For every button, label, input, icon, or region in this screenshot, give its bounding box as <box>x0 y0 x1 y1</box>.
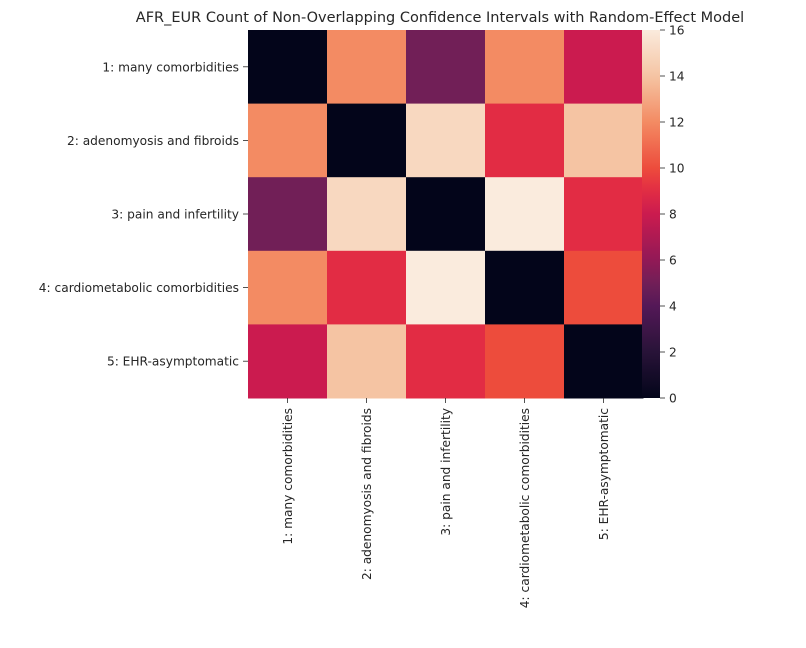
column-tick-labels: 1: many comorbidities 2: adenomyosis and … <box>281 398 611 608</box>
heatmap-cell <box>485 103 565 178</box>
row-tick-label: 3: pain and infertility <box>111 208 239 222</box>
row-tick-labels: 1: many comorbidities 2: adenomyosis and … <box>39 60 248 369</box>
colorbar-tick-label: 8 <box>669 208 677 222</box>
heatmap-cell <box>406 30 486 105</box>
heatmap-cell <box>248 324 328 399</box>
heatmap-cell <box>327 177 407 252</box>
row-tick-label: 1: many comorbidities <box>102 60 239 74</box>
heatmap-cell <box>327 30 407 105</box>
colorbar-tick-label: 14 <box>669 70 685 84</box>
heatmap-cell <box>485 30 565 105</box>
colorbar-tick-label: 4 <box>669 300 677 314</box>
heatmap-cell <box>248 30 328 105</box>
colorbar-tick-label: 0 <box>669 392 677 406</box>
heatmap-cell <box>406 103 486 178</box>
column-tick-label: 3: pain and infertility <box>439 408 453 536</box>
heatmap-cell <box>485 324 565 399</box>
heatmap-cells <box>248 30 644 399</box>
heatmap-cell <box>564 250 644 325</box>
heatmap-cell <box>564 103 644 178</box>
heatmap-cell <box>485 177 565 252</box>
heatmap-cell <box>564 177 644 252</box>
column-tick-label: 4: cardiometabolic comorbidities <box>518 408 532 608</box>
row-tick-label: 2: adenomyosis and fibroids <box>67 134 239 148</box>
column-tick-label: 2: adenomyosis and fibroids <box>360 408 374 580</box>
colorbar-gradient <box>642 30 660 398</box>
heatmap-cell <box>248 177 328 252</box>
heatmap-cell <box>248 250 328 325</box>
colorbar-tick-label: 12 <box>669 116 685 130</box>
row-tick-label: 4: cardiometabolic comorbidities <box>39 281 239 295</box>
heatmap-cell <box>406 177 486 252</box>
colorbar-tick-label: 2 <box>669 346 677 360</box>
heatmap-cell <box>564 30 644 105</box>
heatmap-cell <box>327 250 407 325</box>
heatmap-cell <box>248 103 328 178</box>
colorbar: 0 2 4 6 8 10 12 14 16 <box>642 24 685 406</box>
colorbar-tick-label: 16 <box>669 24 685 38</box>
column-tick-label: 1: many comorbidities <box>281 408 295 545</box>
heatmap-cell <box>406 250 486 325</box>
heatmap-cell <box>327 103 407 178</box>
chart-title: AFR_EUR Count of Non-Overlapping Confide… <box>136 10 744 26</box>
heatmap-cell <box>485 250 565 325</box>
column-tick-label: 5: EHR-asymptomatic <box>597 408 611 540</box>
row-tick-label: 5: EHR-asymptomatic <box>107 355 239 369</box>
heatmap-cell <box>327 324 407 399</box>
colorbar-tick-label: 10 <box>669 162 685 176</box>
colorbar-tick-label: 6 <box>669 254 677 268</box>
heatmap-cell <box>564 324 644 399</box>
heatmap-cell <box>406 324 486 399</box>
